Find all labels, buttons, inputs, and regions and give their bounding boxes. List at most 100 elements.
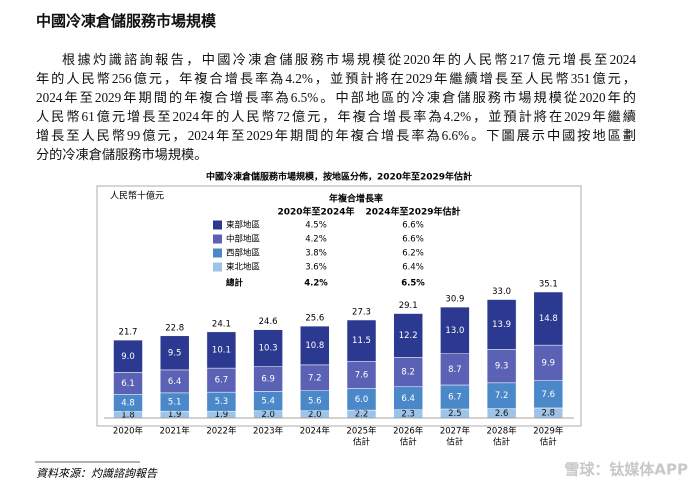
segment-label: 5.3 bbox=[215, 397, 229, 407]
x-tick-label: 2025年 bbox=[346, 426, 377, 437]
bar-segment bbox=[486, 299, 517, 350]
bar-segment bbox=[533, 344, 564, 381]
segment-label: 10.1 bbox=[212, 345, 231, 355]
bar-segment bbox=[346, 361, 377, 389]
segment-label: 12.2 bbox=[399, 331, 418, 341]
segment-label: 10.8 bbox=[305, 341, 324, 351]
cagr-value: 6.6% bbox=[402, 235, 424, 245]
total-value: 25.6 bbox=[305, 314, 324, 324]
watermark: 雪球：钛媒体APP bbox=[564, 461, 688, 479]
bar-segment bbox=[486, 349, 517, 384]
segment-label: 9.0 bbox=[121, 352, 135, 362]
total-value: 29.1 bbox=[399, 301, 418, 311]
bar-segment bbox=[346, 319, 377, 362]
total-value: 24.6 bbox=[259, 317, 278, 327]
segment-label: 2.2 bbox=[355, 410, 369, 420]
x-tick-label: 2023年 bbox=[253, 426, 284, 437]
cagr-period: 2020年至2024年 bbox=[277, 206, 354, 218]
segment-label: 1.8 bbox=[121, 410, 135, 420]
segment-label: 6.1 bbox=[121, 379, 135, 389]
total-label: 總計 bbox=[226, 278, 244, 289]
segment-label: 6.7 bbox=[448, 393, 462, 403]
cagr-period: 2024年至2029年估計 bbox=[365, 206, 460, 218]
bar-segment bbox=[393, 357, 423, 388]
segment-label: 7.2 bbox=[308, 373, 322, 383]
paragraph-line: 年的人民幣256億元，年複合增長率為4.2%，並預計將在2029年繼續增長至人民… bbox=[36, 71, 636, 86]
segment-label: 6.0 bbox=[355, 395, 369, 405]
x-tick-sublabel: 估計 bbox=[446, 437, 464, 448]
paragraph-line: 分的冷凍倉儲服務市場規模。 bbox=[36, 147, 208, 162]
total-cagr: 6.5% bbox=[401, 279, 425, 289]
x-tick-label: 2027年 bbox=[440, 426, 471, 437]
bar-segment bbox=[300, 364, 330, 391]
segment-label: 7.6 bbox=[542, 390, 556, 400]
legend-swatch bbox=[213, 262, 222, 272]
source: 資料來源：灼識諮詢報告 bbox=[36, 467, 158, 480]
bar-segment bbox=[253, 329, 283, 367]
segment-label: 13.0 bbox=[445, 326, 464, 336]
segment-label: 2.0 bbox=[308, 410, 322, 420]
segment-label: 13.9 bbox=[492, 320, 511, 330]
cagr-value: 4.5% bbox=[305, 221, 327, 231]
bar-segment bbox=[300, 325, 330, 366]
total-value: 22.8 bbox=[165, 323, 184, 333]
x-tick-sublabel: 估計 bbox=[353, 437, 371, 448]
bar-segment bbox=[206, 331, 237, 369]
x-tick-label: 2029年 bbox=[533, 426, 564, 437]
segment-label: 11.5 bbox=[352, 336, 371, 346]
bar-segment bbox=[533, 291, 564, 346]
cagr-value: 6.4% bbox=[402, 263, 424, 273]
cagr-value: 4.2% bbox=[305, 235, 327, 245]
x-tick-label: 2020年 bbox=[113, 426, 144, 437]
chart-frame bbox=[96, 185, 582, 427]
x-tick-label: 2026年 bbox=[393, 426, 424, 437]
cagr-value: 3.6% bbox=[305, 263, 327, 273]
segment-label: 6.7 bbox=[215, 376, 229, 386]
segment-label: 9.9 bbox=[542, 358, 556, 368]
bar-segment bbox=[159, 335, 190, 371]
paragraph-line: 增長至人民幣99億元，2024年至2029年期間的年複合增長率為6.6%。下圖展… bbox=[36, 128, 636, 143]
segment-label: 4.8 bbox=[121, 398, 135, 408]
total-value: 30.9 bbox=[445, 295, 464, 305]
legend-label: 東北地區 bbox=[226, 262, 260, 273]
segment-label: 6.9 bbox=[261, 375, 275, 385]
cagr-value: 6.2% bbox=[402, 249, 424, 259]
segment-label: 2.8 bbox=[542, 408, 556, 418]
legend-label: 東部地區 bbox=[226, 220, 260, 231]
x-tick-label: 2022年 bbox=[206, 426, 237, 437]
segment-label: 8.7 bbox=[448, 365, 462, 375]
segment-label: 7.6 bbox=[355, 370, 369, 380]
bar-segment bbox=[440, 353, 470, 386]
segment-label: 5.4 bbox=[261, 397, 275, 407]
legend-swatch bbox=[213, 220, 222, 230]
total-value: 24.1 bbox=[212, 319, 231, 329]
segment-label: 7.2 bbox=[495, 391, 509, 401]
paragraph-line: 人民幣61億元增長至2024年的人民幣72億元，年複合增長率為4.2%，並預計將… bbox=[36, 109, 636, 124]
heading: 中國冷凍倉儲服務市場規模 bbox=[36, 14, 217, 30]
y-unit: 人民幣十億元 bbox=[110, 190, 164, 202]
segment-label: 2.3 bbox=[401, 409, 415, 419]
chart-title: 中國冷凍倉儲服務市場規模，按地區分佈，2020年至2029年估計 bbox=[206, 171, 472, 183]
x-tick-sublabel: 估計 bbox=[493, 437, 511, 448]
segment-label: 9.3 bbox=[495, 362, 509, 372]
bar-segment bbox=[486, 382, 517, 409]
paragraph: 根據灼識諮詢報告，中國冷凍倉儲服務市場規模從2020年的人民幣217億元增長至2… bbox=[36, 50, 636, 164]
segment-label: 10.3 bbox=[259, 344, 278, 354]
total-value: 35.1 bbox=[539, 280, 558, 290]
total-cagr: 4.2% bbox=[304, 279, 328, 289]
segment-label: 2.6 bbox=[495, 409, 509, 419]
segment-label: 6.4 bbox=[168, 377, 182, 387]
x-tick-sublabel: 估計 bbox=[540, 437, 558, 448]
x-tick-label: 2024年 bbox=[300, 426, 331, 437]
segment-label: 1.9 bbox=[168, 410, 182, 420]
x-tick-label: 2028年 bbox=[487, 426, 518, 437]
segment-label: 6.4 bbox=[401, 394, 415, 404]
total-value: 27.3 bbox=[352, 308, 371, 318]
segment-label: 5.1 bbox=[168, 398, 182, 408]
bar-segment bbox=[440, 384, 470, 410]
segment-label: 9.5 bbox=[168, 348, 182, 358]
cagr-value: 6.6% bbox=[402, 221, 424, 231]
x-tick-sublabel: 估計 bbox=[400, 437, 418, 448]
